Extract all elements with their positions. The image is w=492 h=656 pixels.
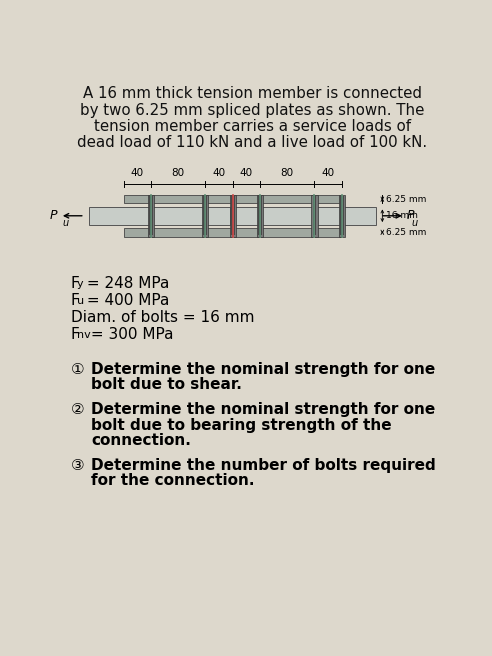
Bar — [123, 195, 341, 203]
Text: for the connection.: for the connection. — [91, 473, 254, 488]
Text: = 400 MPa: = 400 MPa — [83, 293, 170, 308]
Bar — [203, 196, 207, 236]
Text: Determine the nominal strength for one: Determine the nominal strength for one — [91, 402, 435, 417]
Text: 40: 40 — [213, 168, 225, 178]
Text: ②: ② — [71, 402, 85, 417]
Bar — [340, 196, 344, 236]
Text: dead load of 110 kN and a live load of 100 kN.: dead load of 110 kN and a live load of 1… — [77, 135, 427, 150]
Text: 40: 40 — [322, 168, 335, 178]
Text: F: F — [71, 276, 80, 291]
Bar — [230, 195, 236, 237]
Bar — [231, 196, 235, 236]
Text: 40: 40 — [130, 168, 144, 178]
Text: 80: 80 — [280, 168, 294, 178]
Text: nv: nv — [77, 330, 91, 340]
Text: u: u — [62, 218, 68, 228]
Text: u: u — [412, 218, 418, 228]
Text: ③: ③ — [71, 458, 85, 472]
Text: Diam. of bolts = 16 mm: Diam. of bolts = 16 mm — [71, 310, 254, 325]
Bar — [230, 207, 235, 225]
Text: 6.25 mm: 6.25 mm — [386, 195, 427, 204]
Bar — [89, 207, 376, 225]
Text: 40: 40 — [240, 168, 253, 178]
Text: F: F — [71, 327, 80, 342]
Text: ①: ① — [71, 362, 85, 377]
Bar — [202, 195, 209, 237]
Bar — [257, 195, 263, 237]
Text: y: y — [77, 279, 84, 289]
Bar — [338, 195, 345, 237]
Text: P: P — [50, 209, 58, 222]
Text: 80: 80 — [172, 168, 184, 178]
Text: u: u — [77, 296, 84, 306]
Bar — [148, 195, 154, 237]
Bar — [312, 196, 316, 236]
Text: Determine the nominal strength for one: Determine the nominal strength for one — [91, 362, 435, 377]
Text: tension member carries a service loads of: tension member carries a service loads o… — [93, 119, 411, 134]
Bar — [123, 228, 341, 237]
Text: A 16 mm thick tension member is connected: A 16 mm thick tension member is connecte… — [83, 87, 422, 102]
Text: Determine the number of bolts required: Determine the number of bolts required — [91, 458, 436, 472]
Text: by two 6.25 mm spliced plates as shown. The: by two 6.25 mm spliced plates as shown. … — [80, 102, 424, 117]
Text: = 248 MPa: = 248 MPa — [83, 276, 170, 291]
Text: bolt due to bearing strength of the: bolt due to bearing strength of the — [91, 417, 392, 432]
Text: connection.: connection. — [91, 433, 191, 448]
Text: F: F — [71, 293, 80, 308]
Text: 16 mm: 16 mm — [386, 211, 418, 220]
Text: = 300 MPa: = 300 MPa — [86, 327, 173, 342]
Bar — [149, 196, 153, 236]
Text: bolt due to shear.: bolt due to shear. — [91, 377, 242, 392]
Text: P: P — [407, 209, 415, 222]
Bar — [258, 196, 262, 236]
Text: 6.25 mm: 6.25 mm — [386, 228, 427, 237]
Bar — [311, 195, 317, 237]
